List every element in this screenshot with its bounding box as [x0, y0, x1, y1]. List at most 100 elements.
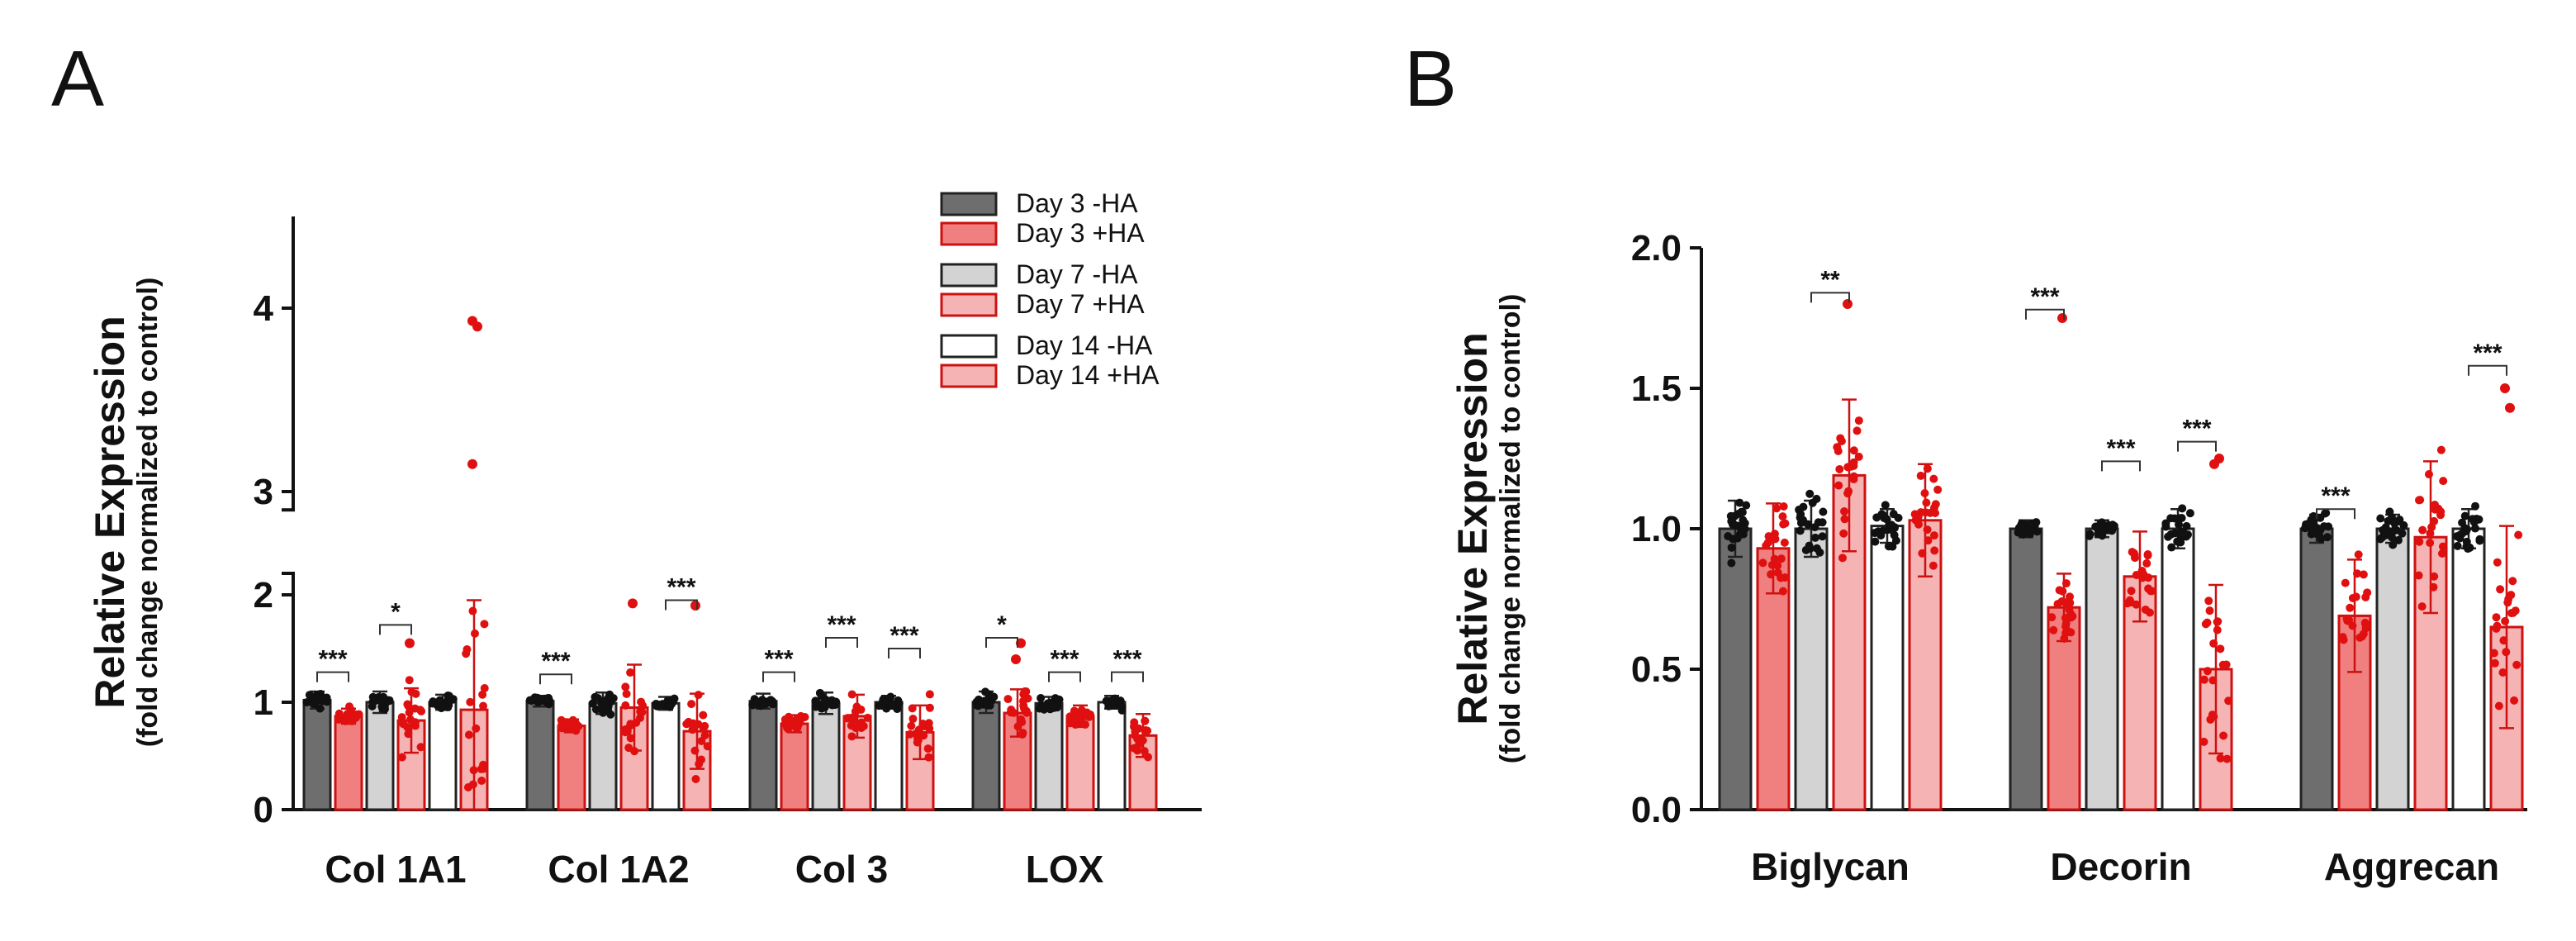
data-point	[2490, 658, 2499, 668]
bar	[588, 701, 618, 811]
y-tick-label: 2.0	[1631, 228, 1682, 269]
data-point	[599, 708, 608, 717]
data-point	[1853, 426, 1862, 435]
data-point	[1849, 475, 1858, 484]
data-point	[2471, 501, 2480, 511]
panel-a-label: A	[51, 35, 104, 123]
data-point	[2068, 611, 2077, 620]
data-point	[2426, 539, 2435, 548]
data-point	[820, 697, 829, 706]
significance-bracket	[665, 599, 698, 611]
y-tick-label: 1	[254, 682, 273, 723]
significance-bracket	[2468, 364, 2507, 376]
data-point	[2216, 753, 2225, 763]
outlier-point	[1011, 654, 1021, 664]
data-point	[924, 753, 933, 762]
data-point	[626, 734, 635, 743]
bar	[428, 701, 458, 811]
data-point	[684, 717, 693, 726]
data-point	[656, 701, 665, 710]
significance-label: ***	[541, 648, 570, 675]
outlier-point	[2500, 383, 2510, 393]
significance-bracket	[316, 671, 349, 682]
data-point	[2453, 541, 2462, 550]
data-point	[2223, 754, 2232, 763]
y-axis-title: Relative Expression	[1449, 332, 1496, 725]
data-point	[2016, 521, 2025, 530]
y-axis-title: Relative Expression	[87, 316, 133, 708]
data-point	[1812, 494, 1821, 503]
data-point	[1922, 498, 1931, 507]
panel-b-chart: 0.0 0.5 1.0 1.5 2.0 Relative Expression (fold …	[1449, 228, 2527, 888]
data-point	[1843, 489, 1853, 498]
data-point	[2465, 543, 2474, 552]
significance-bracket	[1111, 671, 1144, 682]
data-point	[621, 682, 630, 691]
data-point	[2094, 522, 2103, 531]
data-point	[1849, 458, 1858, 467]
data-point	[925, 690, 934, 699]
data-point	[1835, 464, 1844, 473]
data-point	[2061, 579, 2071, 588]
data-point	[1796, 519, 1805, 528]
data-point	[2502, 648, 2511, 657]
data-point	[572, 726, 581, 735]
data-point	[1854, 416, 1863, 425]
significance-bracket	[762, 671, 795, 682]
bar	[2375, 527, 2410, 811]
data-point	[368, 701, 377, 711]
data-point	[2142, 558, 2151, 568]
data-point	[2393, 517, 2403, 526]
data-point	[894, 699, 904, 708]
data-point	[914, 725, 923, 734]
data-point	[411, 689, 420, 698]
data-point	[2104, 524, 2113, 533]
data-point	[1130, 718, 1139, 727]
bar	[1097, 701, 1127, 811]
data-point	[2475, 536, 2484, 545]
data-point	[319, 696, 328, 706]
data-point	[1803, 520, 1812, 529]
data-point	[2511, 606, 2520, 615]
bar	[302, 698, 332, 811]
bar	[874, 701, 904, 811]
data-point	[1923, 464, 1932, 473]
data-point	[626, 668, 635, 677]
data-point	[1141, 716, 1150, 725]
data-point	[1779, 520, 1788, 529]
data-point	[470, 629, 479, 638]
data-point	[1838, 554, 1847, 563]
data-point	[1758, 558, 1767, 568]
data-point	[397, 713, 406, 722]
data-point	[1777, 554, 1786, 563]
data-point	[2216, 644, 2225, 653]
data-point	[2209, 712, 2218, 721]
data-point	[1735, 530, 1744, 539]
data-point	[1916, 508, 1925, 517]
significance-label: *	[391, 598, 401, 625]
data-point	[689, 723, 698, 732]
data-point	[1924, 536, 1933, 545]
bar	[2451, 527, 2486, 811]
data-point	[638, 701, 648, 711]
category-label: Biglycan	[1751, 845, 1909, 888]
data-point	[700, 731, 709, 740]
data-point	[2203, 618, 2212, 627]
data-point	[703, 742, 712, 751]
data-point	[1017, 715, 1026, 724]
data-point	[1928, 561, 1938, 570]
data-point	[691, 774, 700, 783]
outlier-point	[2057, 313, 2067, 323]
data-point	[2489, 649, 2498, 658]
data-point	[624, 744, 633, 753]
data-point	[1770, 554, 1779, 563]
data-point	[2499, 636, 2508, 645]
data-point	[1072, 711, 1081, 720]
data-point	[2436, 511, 2445, 520]
data-point	[1009, 708, 1018, 717]
data-point	[478, 690, 487, 699]
data-point	[882, 704, 891, 713]
data-point	[2143, 551, 2152, 560]
outlier-point	[472, 321, 482, 332]
data-point	[1771, 535, 1780, 544]
